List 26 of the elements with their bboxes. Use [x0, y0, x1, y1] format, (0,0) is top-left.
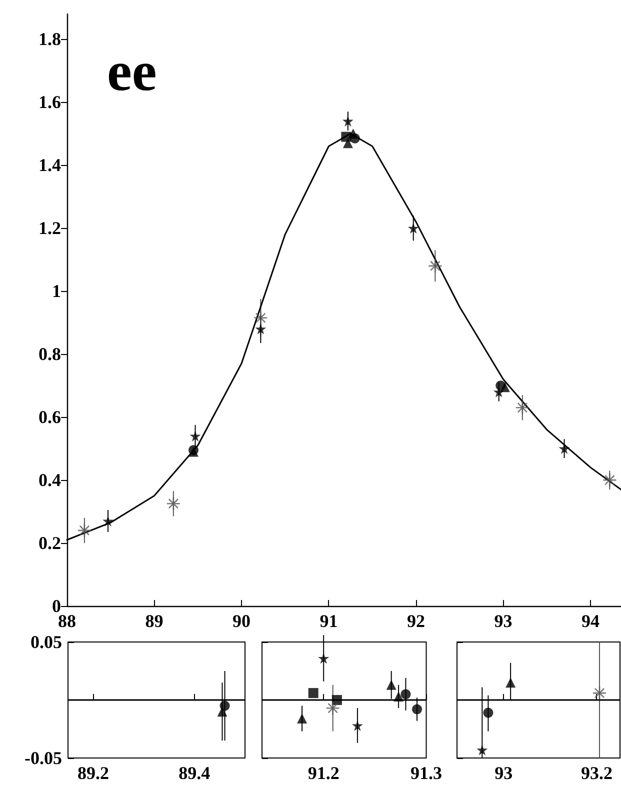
- y-tick-label: 0.6: [38, 407, 61, 428]
- x-tick-label: 93: [494, 611, 512, 631]
- x-tick-label: 91: [320, 611, 338, 631]
- x-tick-label: 93.2: [580, 763, 612, 783]
- y-tick-label: 1.4: [38, 155, 61, 176]
- annotation: ee: [107, 41, 157, 103]
- x-tick-label: 91.2: [308, 763, 340, 783]
- x-tick-label: 89.4: [178, 763, 210, 783]
- x-tick-label: 93: [494, 763, 513, 783]
- x-tick-label: 91.3: [410, 763, 442, 783]
- x-tick-label: 92: [406, 611, 425, 631]
- x-tick-label: 94: [581, 611, 600, 631]
- y-tick-label: 0.2: [38, 533, 61, 554]
- y-tick-label: 1.2: [38, 218, 61, 238]
- y-tick-label: -0.05: [24, 748, 62, 768]
- x-tick-label: 89.2: [78, 763, 110, 783]
- y-tick-label: 1.8: [38, 29, 61, 50]
- y-tick-label: 0.4: [38, 470, 61, 490]
- y-tick-label: 0.05: [30, 632, 62, 652]
- y-tick-label: 1.6: [38, 92, 61, 112]
- x-tick-label: 89: [145, 611, 164, 631]
- y-tick-label: 1: [52, 281, 61, 302]
- x-tick-label: 90: [232, 611, 250, 631]
- y-tick-label: 0.8: [38, 344, 61, 364]
- x-tick-label: 88: [58, 611, 76, 631]
- y-tick-label: 0: [52, 596, 61, 616]
